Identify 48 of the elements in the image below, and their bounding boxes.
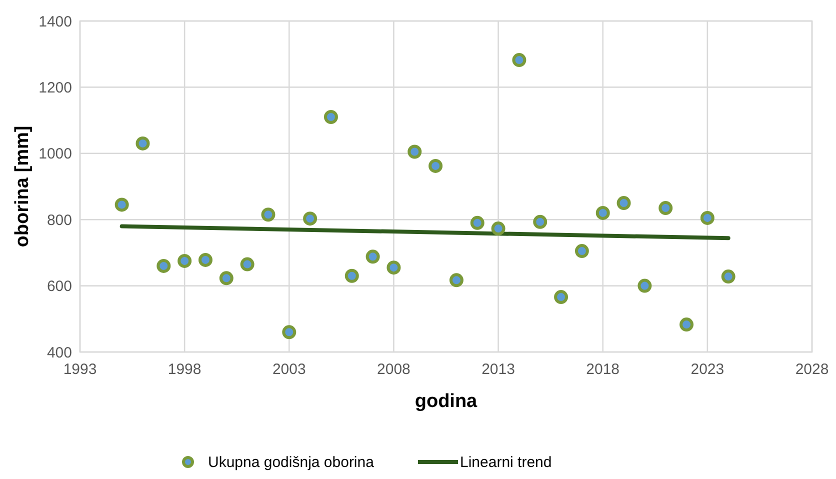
x-tick-label: 2028 xyxy=(795,361,829,378)
point xyxy=(366,250,380,264)
point xyxy=(638,278,652,293)
y-axis-title: oborina [mm] xyxy=(12,126,33,248)
point xyxy=(512,53,526,68)
x-axis-title: godina xyxy=(414,391,478,412)
legend-label: Linearni trend xyxy=(460,454,552,471)
point xyxy=(680,318,694,332)
x-tick-label: 2023 xyxy=(690,361,724,378)
point xyxy=(533,214,548,229)
point xyxy=(554,290,568,304)
point xyxy=(136,136,150,150)
point xyxy=(449,273,464,288)
x-tick-label: 2008 xyxy=(377,361,410,378)
point xyxy=(470,216,484,230)
x-tick-label: 2013 xyxy=(482,361,515,378)
point xyxy=(658,201,673,216)
point xyxy=(303,212,318,226)
x-tick-label: 1993 xyxy=(63,361,97,378)
point xyxy=(700,210,714,225)
point xyxy=(344,268,359,283)
point xyxy=(616,196,631,210)
point xyxy=(574,244,589,258)
y-tick-label: 800 xyxy=(46,212,72,229)
point xyxy=(114,198,129,212)
point xyxy=(721,270,736,284)
point xyxy=(324,110,338,124)
x-tick-label: 2003 xyxy=(272,361,306,378)
point xyxy=(596,206,610,220)
point xyxy=(282,325,296,340)
point xyxy=(156,258,171,273)
y-tick-label: 600 xyxy=(46,278,72,296)
x-tick-label: 2018 xyxy=(586,361,620,378)
point xyxy=(261,208,276,222)
point xyxy=(219,271,234,286)
point xyxy=(386,260,401,275)
point xyxy=(178,254,192,268)
y-tick-label: 1200 xyxy=(38,79,72,96)
point xyxy=(198,252,212,267)
point xyxy=(428,158,443,173)
point xyxy=(408,144,422,159)
x-tick-label: 1998 xyxy=(168,361,202,378)
point xyxy=(491,222,506,236)
y-tick-label: 400 xyxy=(46,344,72,362)
y-tick-label: 1400 xyxy=(38,13,72,30)
legend-label: Ukupna godišnja oborina xyxy=(208,454,375,471)
y-tick-label: 1000 xyxy=(38,146,72,163)
point xyxy=(240,257,254,272)
